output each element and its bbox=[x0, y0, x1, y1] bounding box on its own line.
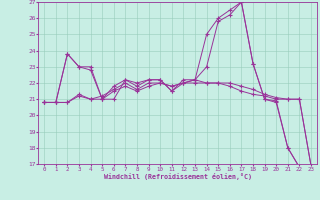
X-axis label: Windchill (Refroidissement éolien,°C): Windchill (Refroidissement éolien,°C) bbox=[104, 173, 252, 180]
